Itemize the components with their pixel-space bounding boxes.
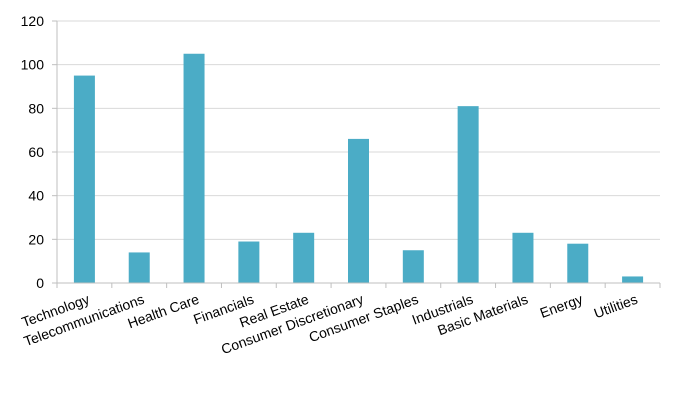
bar — [348, 138, 369, 283]
bar — [73, 75, 95, 283]
y-tick-labels: 0 20 40 60 80 100 120 — [21, 13, 45, 291]
y-tick-label: 120 — [21, 13, 45, 29]
bar — [567, 243, 589, 283]
bar — [457, 106, 479, 284]
y-tick-label: 40 — [28, 188, 44, 204]
y-tick-label: 20 — [28, 231, 44, 247]
y-tick-label: 100 — [21, 57, 45, 73]
bar — [183, 53, 205, 283]
axes — [52, 20, 661, 288]
bar — [402, 250, 424, 283]
y-tick-label: 0 — [36, 275, 44, 291]
y-tick-label: 80 — [28, 100, 44, 116]
bars — [73, 53, 644, 284]
bar — [512, 232, 534, 283]
bar — [622, 276, 644, 283]
bar — [128, 252, 150, 283]
bar — [293, 232, 315, 283]
x-tick-label: Utilities — [592, 291, 640, 321]
x-tick-label: Energy — [538, 291, 585, 321]
bar — [238, 241, 260, 283]
y-tick-label: 60 — [28, 144, 44, 160]
